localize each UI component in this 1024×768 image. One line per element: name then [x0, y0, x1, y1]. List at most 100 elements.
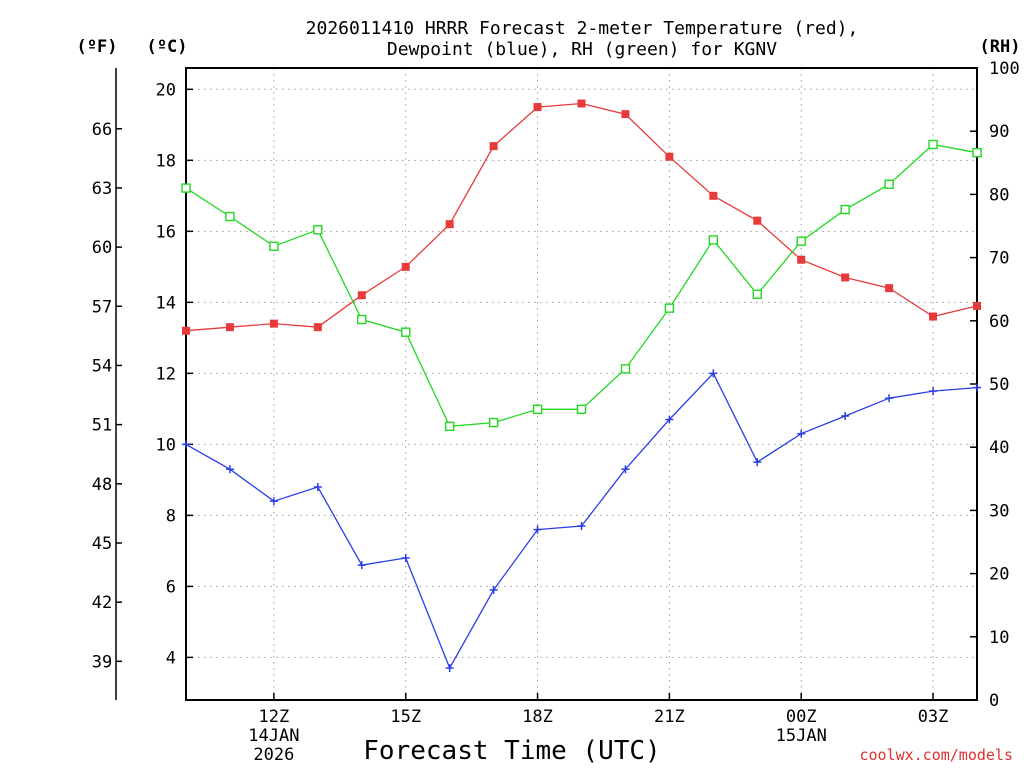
dewpoint-point	[445, 664, 454, 673]
2-meter-temperature-point	[401, 262, 410, 271]
x-tick-label: 15Z	[390, 707, 421, 727]
dewpoint-point	[225, 465, 234, 474]
rh-point	[181, 183, 191, 193]
2-meter-temperature-point	[577, 99, 586, 108]
dewpoint-point	[533, 525, 542, 534]
2-meter-temperature-point	[841, 273, 850, 282]
rh-tick-label: 10	[989, 628, 1009, 648]
rh-point	[796, 236, 806, 246]
fahrenheit-tick-label: 57	[92, 297, 112, 317]
rh-point	[708, 235, 719, 245]
rh-tick-label: 70	[989, 249, 1009, 269]
axes	[115, 67, 978, 701]
fahrenheit-tick-label: 66	[92, 120, 112, 140]
dewpoint-line	[185, 372, 978, 670]
2-meter-temperature-point	[621, 110, 630, 119]
2-meter-temperature-point	[225, 323, 234, 332]
rh-tick-label: 60	[989, 312, 1009, 332]
2-meter-temperature-point	[357, 291, 366, 300]
x-tick-label: 14JAN	[248, 726, 299, 746]
rh-point	[488, 417, 499, 428]
fahrenheit-tick-label: 39	[92, 652, 112, 672]
rh-point	[444, 421, 455, 432]
celsius-tick-label: 10	[156, 435, 176, 455]
rh-line	[185, 143, 978, 427]
dewpoint-point	[753, 458, 762, 467]
dewpoint-point	[621, 465, 630, 474]
celsius-tick-label: 18	[156, 151, 176, 171]
fahrenheit-tick-label: 63	[92, 179, 112, 199]
x-tick-label: 2026	[253, 745, 294, 765]
celsius-tick-label: 6	[166, 577, 176, 597]
fahrenheit-unit-label: (ºF)	[77, 37, 118, 57]
2-meter-temperature-point	[709, 191, 718, 200]
plot-frame	[185, 67, 978, 701]
celsius-tick-label: 12	[156, 364, 176, 384]
dewpoint-point	[797, 429, 806, 438]
fahrenheit-tick-label: 42	[92, 593, 112, 613]
2-meter-temperature-line	[185, 102, 978, 332]
rh-tick-label: 0	[989, 691, 999, 711]
rh-point	[576, 404, 587, 414]
rh-point	[225, 211, 235, 222]
2-meter-temperature-point	[445, 220, 454, 229]
2-meter-temperature-point	[885, 284, 894, 293]
rh-point	[313, 225, 323, 235]
2-meter-temperature-point	[753, 216, 762, 225]
2-meter-temperature-point	[182, 326, 190, 335]
rh-tick-label: 100	[989, 59, 1020, 79]
chart-title-line-2: Dewpoint (blue), RH (green) for KGNV	[387, 39, 777, 60]
rh-point	[840, 204, 850, 215]
rh-unit-label: (RH)	[980, 37, 1021, 57]
fahrenheit-tick-label: 48	[92, 475, 112, 495]
rh-tick-label: 20	[989, 565, 1009, 585]
dewpoint-point	[357, 561, 366, 570]
rh-point	[269, 241, 279, 251]
dewpoint-point	[577, 522, 586, 531]
rh-point	[752, 289, 762, 299]
rh-tick-label: 40	[989, 438, 1009, 458]
dewpoint-point	[665, 415, 674, 424]
dewpoint-point	[489, 585, 498, 594]
grid-lines	[186, 68, 977, 700]
dewpoint-point	[182, 440, 190, 449]
rh-point	[884, 179, 894, 189]
celsius-unit-label: (ºC)	[147, 37, 188, 57]
rh-point	[928, 139, 938, 150]
fahrenheit-tick-label: 60	[92, 238, 112, 258]
2-meter-temperature-point	[973, 301, 981, 310]
celsius-tick-label: 14	[156, 293, 176, 313]
rh-point	[532, 404, 543, 414]
tick-labels: 4 6 8 10 12 14 16 18 20 39 42 45 48 51 54 57 60 63 66 0 10 20…	[92, 59, 1020, 765]
fahrenheit-tick-label: 54	[92, 356, 112, 376]
fahrenheit-tick-label: 51	[92, 416, 112, 436]
dewpoint-point	[973, 383, 981, 392]
2-meter-temperature-point	[665, 152, 674, 161]
x-axis-label: Forecast Time (UTC)	[363, 736, 660, 766]
dewpoint-point	[841, 411, 850, 420]
2-meter-temperature-point	[489, 142, 498, 151]
rh-point	[972, 147, 982, 158]
x-tick-label: 00Z	[786, 707, 817, 727]
2-meter-temperature-point	[929, 312, 938, 321]
rh-tick-label: 80	[989, 185, 1009, 205]
rh-tick-label: 30	[989, 501, 1009, 521]
x-tick-label: 03Z	[918, 707, 949, 727]
rh-tick-label: 50	[989, 375, 1009, 395]
x-tick-label: 21Z	[654, 707, 685, 727]
dewpoint-point	[885, 394, 894, 403]
celsius-tick-label: 16	[156, 222, 176, 242]
x-tick-label: 18Z	[522, 707, 553, 727]
rh-point	[401, 327, 411, 337]
x-tick-label: 15JAN	[776, 726, 827, 746]
dewpoint-point	[269, 497, 278, 506]
x-tick-label: 12Z	[259, 707, 290, 727]
2-meter-temperature-point	[533, 103, 542, 112]
data-series	[181, 99, 982, 673]
dewpoint-point	[709, 369, 718, 378]
rh-point	[664, 303, 675, 313]
fahrenheit-tick-label: 45	[92, 534, 112, 554]
rh-point	[620, 364, 631, 374]
2-meter-temperature-point	[269, 319, 278, 328]
